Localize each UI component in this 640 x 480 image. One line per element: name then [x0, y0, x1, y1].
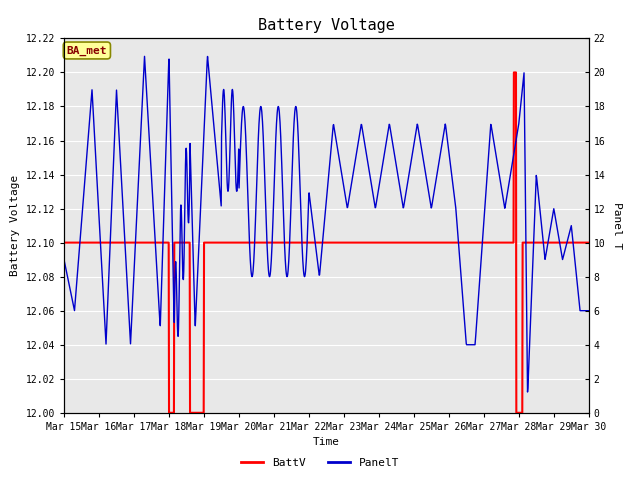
Text: BA_met: BA_met [67, 46, 107, 56]
Y-axis label: Battery Voltage: Battery Voltage [10, 175, 20, 276]
Y-axis label: Panel T: Panel T [612, 202, 622, 249]
Legend: BattV, PanelT: BattV, PanelT [236, 453, 404, 472]
X-axis label: Time: Time [313, 437, 340, 447]
Title: Battery Voltage: Battery Voltage [258, 18, 395, 33]
